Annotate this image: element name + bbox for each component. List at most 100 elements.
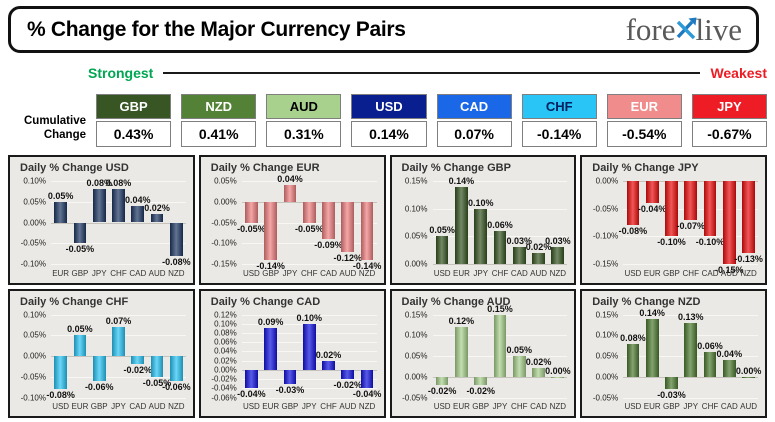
chart-title: Daily % Change USD: [20, 162, 129, 174]
x-category-label: JPY: [111, 402, 126, 411]
bar-nzd: [360, 369, 374, 389]
bar-value-label: -0.09%: [314, 240, 343, 251]
bar-jpy: [684, 322, 698, 377]
bar-eur: [73, 335, 87, 356]
x-category-label: EUR: [71, 402, 89, 411]
chart-title: Daily % Change NZD: [592, 295, 701, 308]
x-category-label: USD: [624, 402, 642, 411]
x-category-label: USD: [242, 268, 260, 278]
gridline: [432, 181, 568, 182]
bar-value-label: 0.05%: [429, 225, 455, 236]
bar-nzd: [169, 222, 183, 256]
chart-title: Daily % Change GBP: [401, 162, 511, 174]
chart-panel-aud: Daily % Change AUD 0.15% 0.10% 0.05% 0.00% -…: [389, 288, 577, 418]
bar-aud: [150, 356, 164, 377]
bar-value-label: 0.02%: [315, 349, 342, 360]
x-category-label: NZD: [549, 402, 567, 411]
x-category-label: AUD: [148, 402, 166, 411]
x-category-label: NZD: [168, 402, 185, 411]
x-category-label: JPY: [492, 402, 508, 411]
bar-value-label: 0.04%: [716, 349, 743, 360]
currency-column-cad: CAD 0.07%: [436, 94, 512, 147]
bar-value-label: -0.07%: [676, 220, 706, 231]
gridline: [51, 397, 186, 399]
x-category-label: AUD: [720, 268, 738, 278]
x-category-label: CAD: [320, 268, 337, 278]
weakest-label: Weakest: [710, 65, 767, 81]
bar-value-label: -0.03%: [275, 384, 305, 395]
logo-x-arrow-icon: [673, 14, 699, 47]
bar-value-label: 0.04%: [277, 174, 303, 185]
x-category-label: EUR: [52, 268, 70, 278]
x-category-label: GBP: [472, 402, 490, 411]
bar-jpy: [474, 208, 488, 264]
bar-jpy: [302, 323, 316, 370]
y-tick-label: -0.15%: [211, 259, 237, 269]
y-tick-label: 0.15%: [404, 310, 428, 319]
x-category-label: JPY: [683, 402, 699, 411]
bar-nzd: [742, 181, 755, 253]
currency-column-chf: CHF -0.14%: [521, 94, 597, 147]
y-tick-label: 0.10%: [23, 176, 46, 186]
x-category-label: GBP: [262, 268, 280, 278]
bar-chf: [112, 189, 125, 223]
bar-value-label: -0.04%: [237, 389, 266, 400]
cumulative-value-eur: -0.54%: [606, 121, 682, 147]
bar-chf: [512, 356, 526, 377]
currency-header-cad: CAD: [436, 94, 512, 119]
bar-value-label: 0.05%: [67, 324, 93, 335]
bar-nzd: [551, 247, 565, 264]
bar-aud: [722, 181, 736, 264]
gridline: [241, 379, 377, 381]
bar-value-label: 0.08%: [86, 178, 112, 189]
y-tick-label: 0.00%: [214, 197, 237, 207]
y-tick-label: 0.00%: [404, 372, 428, 382]
bar-value-label: 0.12%: [448, 315, 475, 326]
bar-usd: [54, 356, 67, 390]
cumulative-value-cad: 0.07%: [436, 121, 512, 147]
chart-title: Daily % Change CHF: [20, 295, 129, 308]
x-category-label: CHF: [320, 402, 337, 411]
bar-aud: [532, 252, 545, 264]
x-category-label: JPY: [473, 268, 489, 278]
bar-value-label: 0.08%: [105, 178, 132, 189]
y-tick-label: -0.05%: [592, 393, 619, 402]
gridline: [51, 243, 186, 245]
bar-jpy: [112, 326, 125, 356]
logo-text-fore: fore: [625, 12, 676, 47]
bar-value-label: -0.13%: [734, 253, 763, 264]
bar-jpy: [283, 185, 297, 202]
bar-value-label: 0.08%: [620, 332, 646, 343]
x-category-label: NZD: [168, 268, 185, 278]
currency-column-aud: AUD 0.31%: [266, 94, 342, 147]
y-tick-label: 0.10%: [214, 319, 237, 329]
y-tick-label: 0.06%: [214, 337, 237, 347]
gridline: [241, 314, 377, 316]
x-category-label: GBP: [663, 402, 680, 411]
forexlive-logo: fore live: [626, 13, 742, 46]
y-tick-label: 0.05%: [23, 197, 46, 207]
bar-chf: [302, 201, 316, 223]
x-category-label: GBP: [281, 402, 299, 411]
cumulative-change-label: Cumulative Change: [24, 115, 86, 142]
bar-value-label: 0.15%: [487, 303, 513, 314]
gridline: [51, 314, 186, 316]
y-tick-label: 0.10%: [404, 204, 428, 214]
bar-gbp: [665, 181, 678, 237]
gridline: [51, 222, 186, 224]
bar-value-label: -0.02%: [466, 386, 495, 397]
gridline: [432, 376, 568, 378]
strongest-label: Strongest: [88, 65, 154, 81]
gridline: [623, 264, 758, 265]
gridline: [432, 397, 568, 399]
bar-gbp: [665, 376, 678, 390]
y-tick-label: -0.05%: [20, 372, 46, 382]
currency-header-usd: USD: [351, 94, 427, 119]
cumulative-value-gbp: 0.43%: [96, 121, 172, 147]
bar-value-label: -0.14%: [352, 260, 382, 271]
y-tick-label: 0.08%: [214, 328, 237, 338]
x-category-label: CHF: [682, 268, 699, 278]
gridline: [241, 388, 377, 390]
bar-eur: [455, 326, 468, 377]
bar-value-label: 0.10%: [296, 312, 323, 323]
